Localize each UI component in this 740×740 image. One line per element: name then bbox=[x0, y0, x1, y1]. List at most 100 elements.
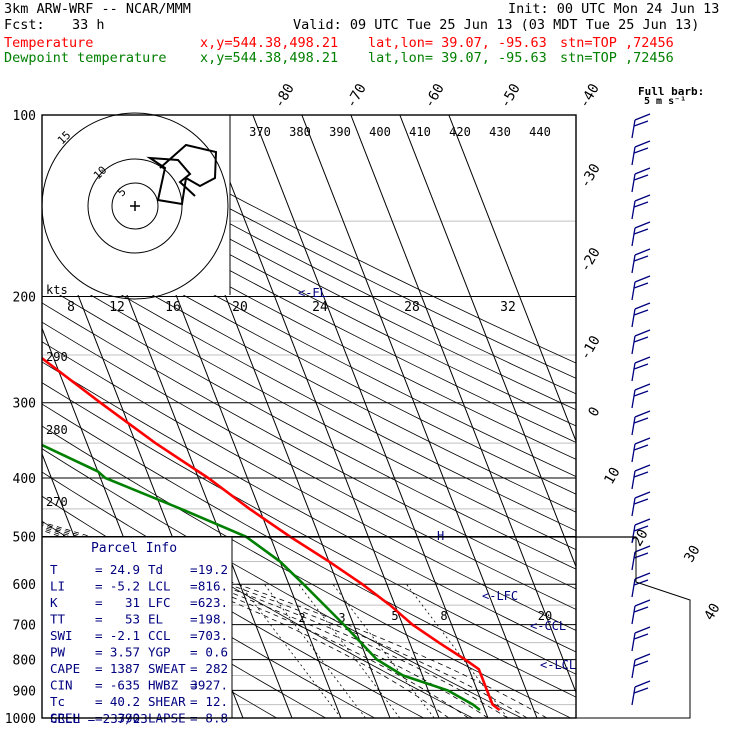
parcel-eq2-0: = bbox=[190, 562, 198, 577]
dry-adiabat-490 bbox=[59, 115, 576, 379]
parcel-val2-4: 703. bbox=[198, 628, 228, 643]
sounding-traces bbox=[42, 356, 501, 712]
theta-label-370: 370 bbox=[249, 125, 271, 139]
wind-barb-15 bbox=[631, 518, 651, 544]
parcel-eq2-6: = bbox=[190, 661, 198, 676]
parcel-eq2-7: = bbox=[190, 678, 198, 693]
mixing-ratio-label-3: 3 bbox=[338, 611, 345, 625]
isotherm-60 bbox=[448, 115, 576, 443]
dry-adiabat-360 bbox=[42, 321, 576, 610]
pressure-label-400: 400 bbox=[13, 472, 36, 487]
wind-barb-9 bbox=[631, 356, 651, 382]
isotherm-50 bbox=[399, 115, 576, 569]
parcel-key-7: CIN bbox=[50, 678, 73, 693]
theta-low-label-280: 280 bbox=[46, 423, 68, 437]
parcel-val-2: 31 bbox=[125, 595, 140, 610]
model-title: 3km ARW-WRF -- NCAR/MMM bbox=[4, 1, 191, 17]
isotherm-10 bbox=[203, 115, 440, 718]
latlon-green: lat,lon= 39.07, -95.63 bbox=[368, 50, 547, 66]
dewpoint-legend: Dewpoint temperature bbox=[4, 50, 167, 66]
isotherm-40 bbox=[350, 115, 576, 694]
barb-title: Full barb: bbox=[638, 85, 704, 98]
temperature-legend: Temperature bbox=[4, 35, 94, 51]
hodograph-background bbox=[42, 115, 230, 295]
dry-adiabat-390 bbox=[42, 265, 576, 551]
dry-adiabat-400 bbox=[42, 247, 576, 532]
parcel-key-0: T bbox=[50, 562, 58, 577]
parcel-key2-5: YGP bbox=[148, 645, 171, 660]
wind-barb-13 bbox=[631, 464, 651, 490]
pressure-label-300: 300 bbox=[13, 397, 36, 412]
isotherm-label-40: 40 bbox=[701, 601, 723, 624]
marker-lcl: <-LCL bbox=[540, 658, 576, 672]
valid-time: Valid: 09 UTC Tue 25 Jun 13 (03 MDT Tue … bbox=[293, 17, 700, 33]
plot-extension bbox=[576, 536, 691, 719]
wind-barb-7 bbox=[631, 302, 651, 328]
latlon-red: lat,lon= 39.07, -95.63 bbox=[368, 35, 547, 51]
isotherm-label--20: -20 bbox=[577, 245, 604, 275]
moist-adiabat-16 bbox=[42, 528, 469, 718]
parcel-key2-0: Td bbox=[148, 562, 163, 577]
dry-adiabat-460 bbox=[42, 149, 576, 427]
speed-scale-12: 12 bbox=[109, 300, 125, 315]
dry-adiabat-330 bbox=[42, 382, 576, 675]
parcel-val2-1: 816. bbox=[198, 579, 228, 594]
plot-frame bbox=[41, 114, 691, 719]
parcel-val2-3: 198. bbox=[198, 612, 228, 627]
speed-scale-16: 16 bbox=[165, 300, 181, 315]
dewpoint-trace bbox=[42, 443, 481, 712]
mixing-ratio-label-20: 20 bbox=[538, 609, 552, 623]
parcel-val2-0: 19.2 bbox=[198, 562, 228, 577]
parcel-key-8: Tc bbox=[50, 694, 65, 709]
wind-barb-4 bbox=[631, 221, 651, 247]
pressure-label-500: 500 bbox=[13, 530, 36, 545]
marker-ccl: <-CCL bbox=[530, 619, 566, 633]
parcel-val2-7: 3927. bbox=[190, 678, 228, 693]
theta-low-label-290: 290 bbox=[46, 350, 68, 364]
parcel-eq2-2: = bbox=[190, 595, 198, 610]
parcel-val2-2: 623. bbox=[198, 595, 228, 610]
parcel-val-3: 53 bbox=[125, 612, 140, 627]
station-green: stn=TOP ,72456 bbox=[560, 50, 674, 66]
dry-adiabat-470 bbox=[42, 133, 576, 411]
isotherm-label--30: -30 bbox=[577, 161, 604, 191]
theta-label-440: 440 bbox=[529, 125, 551, 139]
parcel-eq2-3: = bbox=[190, 612, 198, 627]
pressure-label-900: 900 bbox=[13, 684, 36, 699]
wind-barb-17 bbox=[631, 572, 651, 598]
moist-adiabat-24 bbox=[42, 524, 508, 718]
parcel-eq-0: = bbox=[95, 562, 103, 577]
dry-adiabat-480 bbox=[42, 119, 576, 395]
theta-low-label-270: 270 bbox=[46, 495, 68, 509]
dry-adiabat-310 bbox=[42, 425, 571, 718]
parcel-eq2-1: = bbox=[190, 579, 198, 594]
parcel-key2-6: SWEAT bbox=[148, 661, 186, 676]
theta-label-380: 380 bbox=[289, 125, 311, 139]
dry-adiabat-350 bbox=[42, 341, 576, 631]
pressure-label-700: 700 bbox=[13, 619, 36, 634]
wind-barb-1 bbox=[631, 140, 651, 166]
wind-barb-12 bbox=[631, 437, 651, 463]
parcel-val-6: 1387 bbox=[110, 661, 140, 676]
mixing-ratio-label-2: 2 bbox=[298, 611, 305, 625]
isotherm-label--70: -70 bbox=[343, 81, 370, 111]
parcel-eq-1: = bbox=[95, 579, 103, 594]
theta-label-410: 410 bbox=[409, 125, 431, 139]
wind-barb-6 bbox=[631, 275, 651, 301]
dry-adiabat-420 bbox=[42, 213, 576, 495]
theta-label-390: 390 bbox=[329, 125, 351, 139]
isotherm-label-30: 30 bbox=[681, 543, 703, 566]
parcel-val-5: 3.57 bbox=[110, 645, 140, 660]
wind-barb-18 bbox=[631, 599, 651, 625]
wind-barb-10 bbox=[631, 383, 651, 409]
parcel-val2-6: 282 bbox=[205, 661, 228, 676]
moist-adiabat-28 bbox=[42, 523, 528, 718]
dry-adiabats bbox=[42, 115, 576, 718]
theta-label-400: 400 bbox=[369, 125, 391, 139]
wind-barb-14 bbox=[631, 491, 651, 517]
isotherm-label-10: 10 bbox=[601, 465, 623, 488]
